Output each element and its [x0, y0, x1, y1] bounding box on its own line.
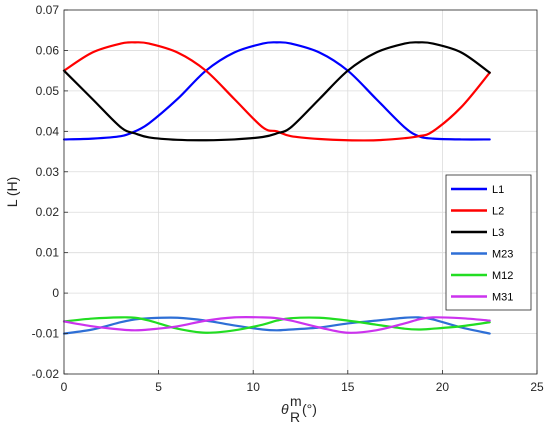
x-tick-label: 5 — [155, 380, 162, 394]
legend-label-l1: L1 — [492, 184, 504, 196]
legend: L1 L2 L3 M23 M12 M31 — [445, 174, 532, 311]
series-line-l3 — [62, 41, 491, 142]
series-line-m23 — [62, 316, 491, 335]
legend-label-m31: M31 — [492, 292, 513, 304]
legend-label-l2: L2 — [492, 206, 504, 218]
series-line-m12 — [62, 316, 491, 334]
y-tick-label: 0.01 — [36, 246, 60, 260]
legend-label-m12: M12 — [492, 270, 513, 282]
plot-frame — [63, 9, 538, 375]
y-tick-label: 0 — [52, 286, 59, 300]
x-axis-label: θ m R (°) — [281, 393, 317, 425]
y-tick-label: 0.02 — [36, 205, 60, 219]
y-tick-label: 0.06 — [36, 43, 60, 57]
y-tick-label: -0.02 — [32, 367, 60, 381]
x-tick-label: 25 — [530, 380, 544, 394]
x-tick-label: 20 — [436, 380, 450, 394]
series-line-l2 — [62, 41, 491, 142]
x-tick-label: 0 — [61, 380, 68, 394]
x-tick-label: 15 — [341, 380, 355, 394]
x-tick-label: 10 — [247, 380, 261, 394]
y-tick-label: 0.03 — [36, 165, 60, 179]
x-axis-label-main: θ — [281, 401, 289, 417]
x-ticks: 0 5 10 15 20 25 — [61, 370, 544, 394]
y-tick-label: 0.05 — [36, 84, 60, 98]
y-ticks: -0.02 -0.01 0 0.01 0.02 0.03 0.04 0.05 0.06 0.07 — [32, 3, 68, 381]
x-axis-label-superscript: m — [290, 393, 302, 409]
y-tick-label: 0.04 — [36, 124, 60, 138]
legend-label-l3: L3 — [492, 227, 504, 239]
y-tick-label: -0.01 — [32, 327, 60, 341]
y-tick-label: 0.07 — [36, 3, 60, 17]
x-axis-label-subscript: R — [290, 409, 300, 425]
legend-label-m23: M23 — [492, 249, 513, 261]
series-lines — [62, 41, 491, 335]
x-axis-label-unit: (°) — [302, 401, 317, 417]
legend-box — [445, 174, 532, 311]
y-axis-label: L (H) — [4, 177, 20, 208]
series-line-m31 — [62, 316, 491, 334]
